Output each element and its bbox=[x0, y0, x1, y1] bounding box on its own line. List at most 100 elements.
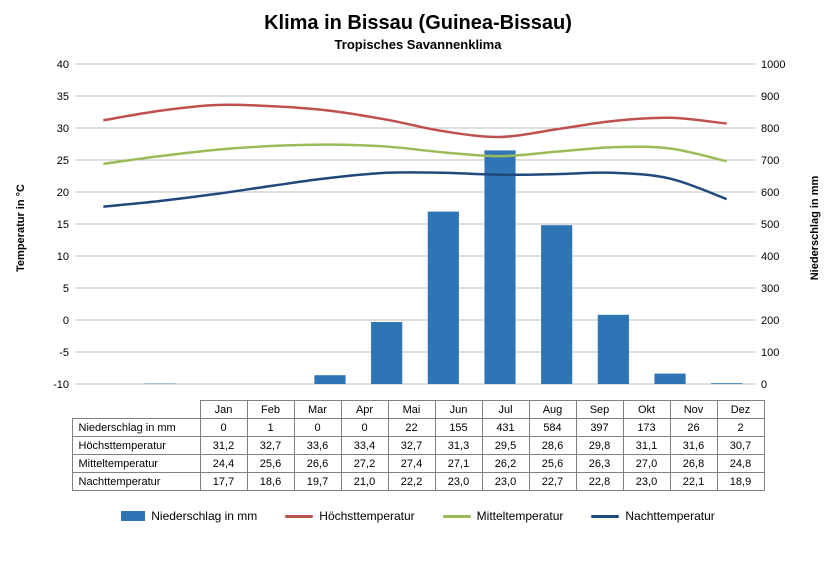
precip-bar bbox=[428, 212, 459, 384]
data-cell: 26 bbox=[670, 419, 717, 437]
precip-bar bbox=[484, 150, 515, 384]
data-cell: 155 bbox=[435, 419, 482, 437]
data-cell: 2 bbox=[717, 419, 764, 437]
data-cell: 29,5 bbox=[482, 437, 529, 455]
data-cell: 22,8 bbox=[576, 473, 623, 491]
data-cell: 22,2 bbox=[388, 473, 435, 491]
month-header: Sep bbox=[576, 401, 623, 419]
data-cell: 584 bbox=[529, 419, 576, 437]
data-cell: 28,6 bbox=[529, 437, 576, 455]
legend-line-swatch bbox=[285, 515, 313, 518]
month-header: Jun bbox=[435, 401, 482, 419]
data-cell: 431 bbox=[482, 419, 529, 437]
precip-bar bbox=[541, 225, 572, 384]
data-cell: 26,2 bbox=[482, 455, 529, 473]
svg-text:400: 400 bbox=[761, 251, 779, 263]
data-table: JanFebMarAprMaiJunJulAugSepOktNovDezNied… bbox=[72, 400, 765, 491]
precip-bar bbox=[314, 375, 345, 384]
month-header: Feb bbox=[247, 401, 294, 419]
svg-text:35: 35 bbox=[57, 91, 69, 103]
svg-text:300: 300 bbox=[761, 283, 779, 295]
data-table-wrap: JanFebMarAprMaiJunJulAugSepOktNovDezNied… bbox=[72, 400, 765, 491]
data-cell: 397 bbox=[576, 419, 623, 437]
data-cell: 22,1 bbox=[670, 473, 717, 491]
legend-label: Höchsttemperatur bbox=[319, 509, 414, 523]
data-cell: 27,1 bbox=[435, 455, 482, 473]
svg-text:200: 200 bbox=[761, 315, 779, 327]
data-cell: 27,4 bbox=[388, 455, 435, 473]
data-cell: 23,0 bbox=[482, 473, 529, 491]
data-cell: 32,7 bbox=[247, 437, 294, 455]
data-cell: 23,0 bbox=[435, 473, 482, 491]
legend-line-swatch bbox=[443, 515, 471, 518]
svg-text:0: 0 bbox=[761, 379, 767, 391]
svg-text:20: 20 bbox=[57, 187, 69, 199]
data-cell: 25,6 bbox=[247, 455, 294, 473]
month-header: Jul bbox=[482, 401, 529, 419]
svg-text:-10: -10 bbox=[53, 379, 69, 391]
data-cell: 31,6 bbox=[670, 437, 717, 455]
row-label: Mitteltemperatur bbox=[72, 455, 200, 473]
y-axis-left-label: Temperatur in °C bbox=[15, 184, 27, 272]
svg-text:600: 600 bbox=[761, 187, 779, 199]
svg-text:700: 700 bbox=[761, 155, 779, 167]
data-cell: 22,7 bbox=[529, 473, 576, 491]
month-header: Aug bbox=[529, 401, 576, 419]
chart-area: Temperatur in °C Niederschlag in mm -100… bbox=[23, 58, 813, 398]
data-cell: 30,7 bbox=[717, 437, 764, 455]
legend-item: Mitteltemperatur bbox=[443, 509, 564, 523]
y-axis-right-label: Niederschlag in mm bbox=[809, 176, 821, 281]
data-cell: 33,6 bbox=[294, 437, 341, 455]
month-header: Mai bbox=[388, 401, 435, 419]
data-cell: 31,2 bbox=[200, 437, 247, 455]
data-cell: 17,7 bbox=[200, 473, 247, 491]
month-header: Dez bbox=[717, 401, 764, 419]
svg-text:900: 900 bbox=[761, 91, 779, 103]
data-cell: 23,0 bbox=[623, 473, 670, 491]
data-cell: 21,0 bbox=[341, 473, 388, 491]
svg-text:-5: -5 bbox=[59, 347, 69, 359]
chart-svg: -100-51000200530010400155002060025700308… bbox=[23, 58, 813, 398]
legend-label: Nachttemperatur bbox=[625, 509, 714, 523]
line-nacht bbox=[103, 172, 726, 206]
month-header: Okt bbox=[623, 401, 670, 419]
data-cell: 1 bbox=[247, 419, 294, 437]
data-cell: 27,0 bbox=[623, 455, 670, 473]
data-cell: 31,3 bbox=[435, 437, 482, 455]
data-cell: 18,9 bbox=[717, 473, 764, 491]
precip-bar bbox=[371, 322, 402, 384]
svg-text:0: 0 bbox=[63, 315, 69, 327]
svg-text:15: 15 bbox=[57, 219, 69, 231]
legend-label: Mitteltemperatur bbox=[477, 509, 564, 523]
svg-text:500: 500 bbox=[761, 219, 779, 231]
precip-bar bbox=[598, 315, 629, 384]
data-cell: 22 bbox=[388, 419, 435, 437]
data-cell: 0 bbox=[294, 419, 341, 437]
data-cell: 33,4 bbox=[341, 437, 388, 455]
svg-text:10: 10 bbox=[57, 251, 69, 263]
legend-item: Nachttemperatur bbox=[591, 509, 714, 523]
data-cell: 19,7 bbox=[294, 473, 341, 491]
data-cell: 0 bbox=[341, 419, 388, 437]
svg-text:30: 30 bbox=[57, 123, 69, 135]
svg-text:25: 25 bbox=[57, 155, 69, 167]
legend-bar-swatch bbox=[121, 511, 145, 521]
data-cell: 24,8 bbox=[717, 455, 764, 473]
svg-text:1000: 1000 bbox=[761, 59, 785, 71]
row-label: Höchsttemperatur bbox=[72, 437, 200, 455]
data-cell: 173 bbox=[623, 419, 670, 437]
data-cell: 26,8 bbox=[670, 455, 717, 473]
line-mittel bbox=[103, 145, 726, 164]
row-label: Nachttemperatur bbox=[72, 473, 200, 491]
data-cell: 25,6 bbox=[529, 455, 576, 473]
data-cell: 31,1 bbox=[623, 437, 670, 455]
chart-title: Klima in Bissau (Guinea-Bissau) bbox=[264, 12, 572, 35]
precip-bar bbox=[711, 383, 742, 384]
data-cell: 0 bbox=[200, 419, 247, 437]
legend-item: Niederschlag in mm bbox=[121, 509, 257, 523]
legend-label: Niederschlag in mm bbox=[151, 509, 257, 523]
row-label: Niederschlag in mm bbox=[72, 419, 200, 437]
svg-text:5: 5 bbox=[63, 283, 69, 295]
data-cell: 24,4 bbox=[200, 455, 247, 473]
svg-text:40: 40 bbox=[57, 59, 69, 71]
